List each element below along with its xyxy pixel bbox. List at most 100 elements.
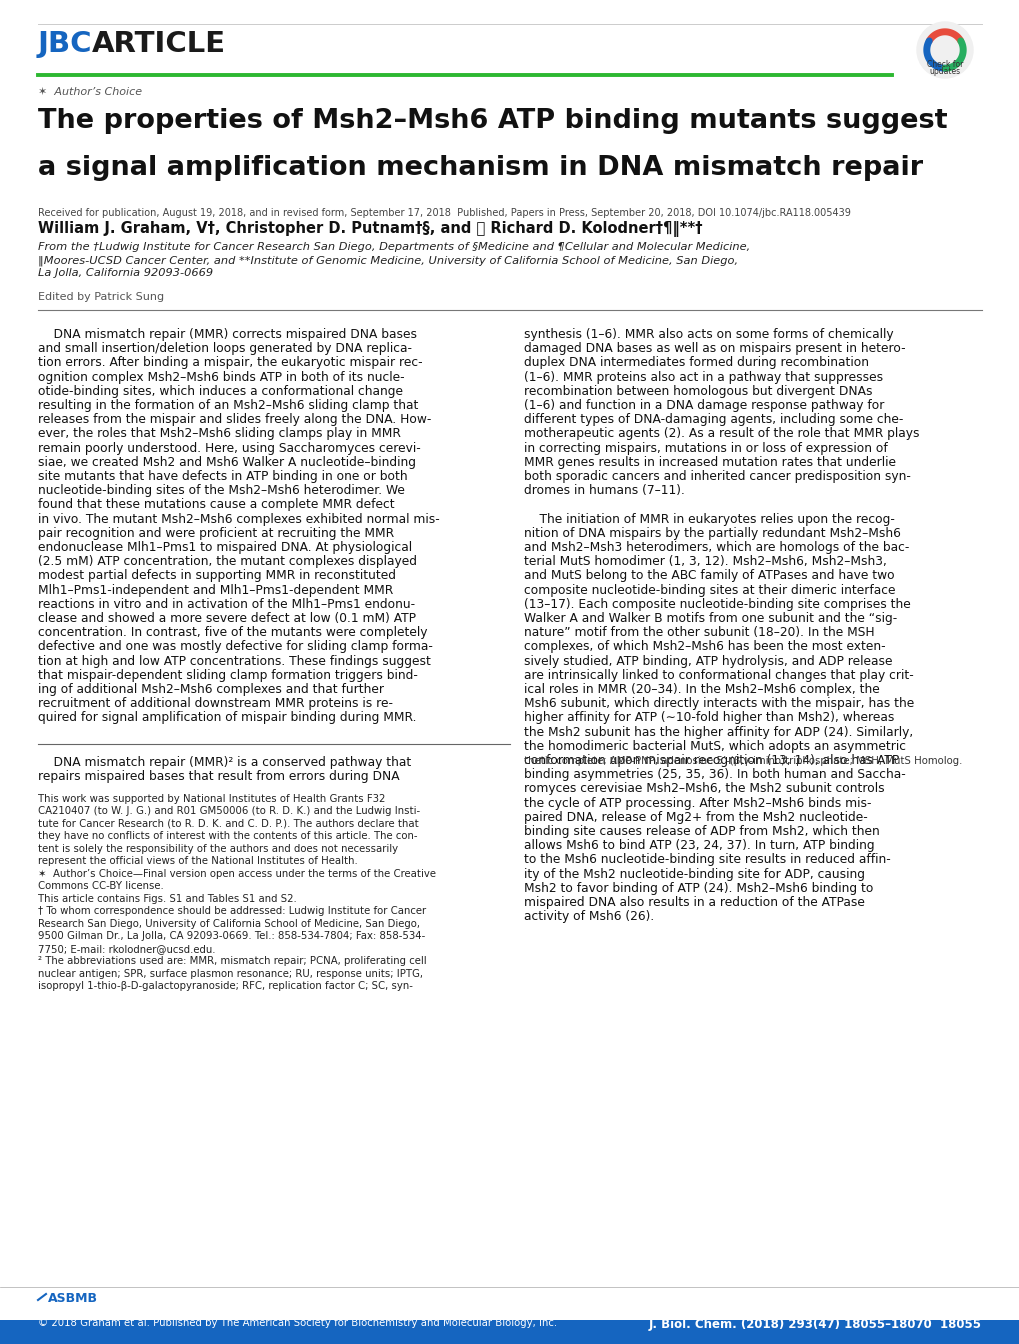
Text: defective and one was mostly defective for sliding clamp forma-: defective and one was mostly defective f… — [38, 640, 432, 653]
Text: ‖Moores-UCSD Cancer Center, and **Institute of Genomic Medicine, University of C: ‖Moores-UCSD Cancer Center, and **Instit… — [38, 255, 738, 266]
Text: the homodimeric bacterial MutS, which adopts an asymmetric: the homodimeric bacterial MutS, which ad… — [524, 739, 905, 753]
Text: 9500 Gilman Dr., La Jolla, CA 92093-0669. Tel.: 858-534-7804; Fax: 858-534-: 9500 Gilman Dr., La Jolla, CA 92093-0669… — [38, 931, 425, 942]
Text: nature” motif from the other subunit (18–20). In the MSH: nature” motif from the other subunit (18… — [524, 626, 873, 640]
Text: 7750; E-mail: rkolodner@ucsd.edu.: 7750; E-mail: rkolodner@ucsd.edu. — [38, 943, 215, 954]
Text: damaged DNA bases as well as on mispairs present in hetero-: damaged DNA bases as well as on mispairs… — [524, 343, 905, 355]
Text: DNA mismatch repair (MMR) corrects mispaired DNA bases: DNA mismatch repair (MMR) corrects mispa… — [38, 328, 417, 341]
Text: Research San Diego, University of California School of Medicine, San Diego,: Research San Diego, University of Califo… — [38, 919, 420, 929]
Text: duplex DNA intermediates formed during recombination: duplex DNA intermediates formed during r… — [524, 356, 868, 370]
Text: MMR genes results in increased mutation rates that underlie: MMR genes results in increased mutation … — [524, 456, 895, 469]
Text: ASBMB: ASBMB — [48, 1292, 98, 1305]
Text: Mlh1–Pms1-independent and Mlh1–Pms1-dependent MMR: Mlh1–Pms1-independent and Mlh1–Pms1-depe… — [38, 583, 393, 597]
Text: Edited by Patrick Sung: Edited by Patrick Sung — [38, 292, 164, 302]
Text: pair recognition and were proficient at recruiting the MMR: pair recognition and were proficient at … — [38, 527, 393, 540]
Text: ognition complex Msh2–Msh6 binds ATP in both of its nucle-: ognition complex Msh2–Msh6 binds ATP in … — [38, 371, 405, 383]
Text: isopropyl 1-thio-β-D-galactopyranoside; RFC, replication factor C; SC, syn-: isopropyl 1-thio-β-D-galactopyranoside; … — [38, 981, 413, 992]
Text: This article contains Figs. S1 and Tables S1 and S2.: This article contains Figs. S1 and Table… — [38, 894, 297, 905]
Text: paired DNA, release of Mg2+ from the Msh2 nucleotide-: paired DNA, release of Mg2+ from the Msh… — [524, 810, 867, 824]
Text: tent is solely the responsibility of the authors and does not necessarily: tent is solely the responsibility of the… — [38, 844, 397, 853]
Text: complexes, of which Msh2–Msh6 has been the most exten-: complexes, of which Msh2–Msh6 has been t… — [524, 640, 884, 653]
Text: allows Msh6 to bind ATP (23, 24, 37). In turn, ATP binding: allows Msh6 to bind ATP (23, 24, 37). In… — [524, 839, 873, 852]
Text: CA210407 (to W. J. G.) and R01 GM50006 (to R. D. K.) and the Ludwig Insti-: CA210407 (to W. J. G.) and R01 GM50006 (… — [38, 806, 420, 817]
Text: recruitment of additional downstream MMR proteins is re-: recruitment of additional downstream MMR… — [38, 698, 392, 710]
Text: both sporadic cancers and inherited cancer predisposition syn-: both sporadic cancers and inherited canc… — [524, 470, 910, 482]
Text: © 2018 Graham et al. Published by The American Society for Biochemistry and Mole: © 2018 Graham et al. Published by The Am… — [38, 1318, 556, 1328]
Text: in correcting mispairs, mutations in or loss of expression of: in correcting mispairs, mutations in or … — [524, 442, 887, 454]
Text: found that these mutations cause a complete MMR defect: found that these mutations cause a compl… — [38, 499, 394, 512]
Text: Check for: Check for — [926, 60, 962, 69]
Text: J. Biol. Chem. (2018) 293(47) 18055–18070  18055: J. Biol. Chem. (2018) 293(47) 18055–1807… — [648, 1318, 981, 1331]
Text: siae, we created Msh2 and Msh6 Walker A nucleotide–binding: siae, we created Msh2 and Msh6 Walker A … — [38, 456, 416, 469]
Text: terial MutS homodimer (1, 3, 12). Msh2–Msh6, Msh2–Msh3,: terial MutS homodimer (1, 3, 12). Msh2–M… — [524, 555, 886, 569]
Text: Msh2 to favor binding of ATP (24). Msh2–Msh6 binding to: Msh2 to favor binding of ATP (24). Msh2–… — [524, 882, 872, 895]
Text: ical roles in MMR (20–34). In the Msh2–Msh6 complex, the: ical roles in MMR (20–34). In the Msh2–M… — [524, 683, 878, 696]
Text: motherapeutic agents (2). As a result of the role that MMR plays: motherapeutic agents (2). As a result of… — [524, 427, 918, 441]
Text: From the †Ludwig Institute for Cancer Research San Diego, Departments of §Medici: From the †Ludwig Institute for Cancer Re… — [38, 242, 750, 253]
Text: ✶  Author’s Choice: ✶ Author’s Choice — [38, 87, 142, 97]
Text: updates: updates — [928, 67, 960, 77]
Circle shape — [916, 22, 972, 78]
Text: the cycle of ATP processing. After Msh2–Msh6 binds mis-: the cycle of ATP processing. After Msh2–… — [524, 797, 870, 809]
Text: Msh6 subunit, which directly interacts with the mispair, has the: Msh6 subunit, which directly interacts w… — [524, 698, 913, 710]
Text: ✶  Author’s Choice—Final version open access under the terms of the Creative: ✶ Author’s Choice—Final version open acc… — [38, 870, 435, 879]
Text: reactions in vitro and in activation of the Mlh1–Pms1 endonu-: reactions in vitro and in activation of … — [38, 598, 415, 610]
Text: and MutS belong to the ABC family of ATPases and have two: and MutS belong to the ABC family of ATP… — [524, 570, 894, 582]
Text: ARTICLE: ARTICLE — [92, 30, 226, 58]
Text: The initiation of MMR in eukaryotes relies upon the recog-: The initiation of MMR in eukaryotes reli… — [524, 512, 894, 526]
Text: Walker A and Walker B motifs from one subunit and the “sig-: Walker A and Walker B motifs from one su… — [524, 612, 897, 625]
Text: otide-binding sites, which induces a conformational change: otide-binding sites, which induces a con… — [38, 384, 403, 398]
Text: The properties of Msh2–Msh6 ATP binding mutants suggest: The properties of Msh2–Msh6 ATP binding … — [38, 108, 947, 134]
Text: remain poorly understood. Here, using Saccharomyces cerevi-: remain poorly understood. Here, using Sa… — [38, 442, 421, 454]
Text: romyces cerevisiae Msh2–Msh6, the Msh2 subunit controls: romyces cerevisiae Msh2–Msh6, the Msh2 s… — [524, 782, 883, 796]
Text: (1–6) and function in a DNA damage response pathway for: (1–6) and function in a DNA damage respo… — [524, 399, 883, 413]
Text: different types of DNA-damaging agents, including some che-: different types of DNA-damaging agents, … — [524, 413, 903, 426]
Text: DNA mismatch repair (MMR)² is a conserved pathway that: DNA mismatch repair (MMR)² is a conserve… — [38, 755, 411, 769]
Text: higher affinity for ATP (∼10-fold higher than Msh2), whereas: higher affinity for ATP (∼10-fold higher… — [524, 711, 894, 724]
Text: and small insertion/deletion loops generated by DNA replica-: and small insertion/deletion loops gener… — [38, 343, 412, 355]
Text: concentration. In contrast, five of the mutants were completely: concentration. In contrast, five of the … — [38, 626, 427, 640]
Text: resulting in the formation of an Msh2–Msh6 sliding clamp that: resulting in the formation of an Msh2–Ms… — [38, 399, 418, 413]
Text: La Jolla, California 92093-0669: La Jolla, California 92093-0669 — [38, 267, 213, 278]
Text: quired for signal amplification of mispair binding during MMR.: quired for signal amplification of mispa… — [38, 711, 416, 724]
Text: endonuclease Mlh1–Pms1 to mispaired DNA. At physiological: endonuclease Mlh1–Pms1 to mispaired DNA.… — [38, 542, 412, 554]
Text: tute for Cancer Research (to R. D. K. and C. D. P.). The authors declare that: tute for Cancer Research (to R. D. K. an… — [38, 818, 419, 829]
Text: thetic complete; AMP-PNP, adenosine 5’-(β,γ-imino)triphosphate; MSH, MutS Homolo: thetic complete; AMP-PNP, adenosine 5’-(… — [524, 755, 962, 766]
Text: they have no conflicts of interest with the contents of this article. The con-: they have no conflicts of interest with … — [38, 832, 417, 841]
Text: Received for publication, August 19, 2018, and in revised form, September 17, 20: Received for publication, August 19, 201… — [38, 208, 850, 218]
Bar — [0, 1320, 1019, 1344]
Text: JBC: JBC — [38, 30, 93, 58]
Text: binding asymmetries (25, 35, 36). In both human and Saccha-: binding asymmetries (25, 35, 36). In bot… — [524, 769, 905, 781]
Text: composite nucleotide-binding sites at their dimeric interface: composite nucleotide-binding sites at th… — [524, 583, 895, 597]
Text: (13–17). Each composite nucleotide-binding site comprises the: (13–17). Each composite nucleotide-bindi… — [524, 598, 910, 610]
Text: dromes in humans (7–11).: dromes in humans (7–11). — [524, 484, 684, 497]
Text: tion at high and low ATP concentrations. These findings suggest: tion at high and low ATP concentrations.… — [38, 655, 430, 668]
Text: in vivo. The mutant Msh2–Msh6 complexes exhibited normal mis-: in vivo. The mutant Msh2–Msh6 complexes … — [38, 512, 439, 526]
Text: This work was supported by National Institutes of Health Grants F32: This work was supported by National Inst… — [38, 794, 385, 804]
Text: ever, the roles that Msh2–Msh6 sliding clamps play in MMR: ever, the roles that Msh2–Msh6 sliding c… — [38, 427, 400, 441]
Text: ing of additional Msh2–Msh6 complexes and that further: ing of additional Msh2–Msh6 complexes an… — [38, 683, 383, 696]
Text: nucleotide-binding sites of the Msh2–Msh6 heterodimer. We: nucleotide-binding sites of the Msh2–Msh… — [38, 484, 405, 497]
Text: sively studied, ATP binding, ATP hydrolysis, and ADP release: sively studied, ATP binding, ATP hydroly… — [524, 655, 892, 668]
Text: ² The abbreviations used are: MMR, mismatch repair; PCNA, proliferating cell: ² The abbreviations used are: MMR, misma… — [38, 957, 426, 966]
Text: that mispair-dependent sliding clamp formation triggers bind-: that mispair-dependent sliding clamp for… — [38, 669, 418, 681]
Text: clease and showed a more severe defect at low (0.1 mM) ATP: clease and showed a more severe defect a… — [38, 612, 416, 625]
Text: synthesis (1–6). MMR also acts on some forms of chemically: synthesis (1–6). MMR also acts on some f… — [524, 328, 893, 341]
Text: the Msh2 subunit has the higher affinity for ADP (24). Similarly,: the Msh2 subunit has the higher affinity… — [524, 726, 912, 739]
Text: are intrinsically linked to conformational changes that play crit-: are intrinsically linked to conformation… — [524, 669, 913, 681]
Text: a signal amplification mechanism in DNA mismatch repair: a signal amplification mechanism in DNA … — [38, 155, 922, 181]
Text: William J. Graham, V†, Christopher D. Putnam†§, and Ⓡ Richard D. Kolodner†¶‖**†: William J. Graham, V†, Christopher D. Pu… — [38, 220, 702, 237]
Text: mispaired DNA also results in a reduction of the ATPase: mispaired DNA also results in a reductio… — [524, 896, 864, 909]
Text: represent the official views of the National Institutes of Health.: represent the official views of the Nati… — [38, 856, 358, 867]
Text: repairs mispaired bases that result from errors during DNA: repairs mispaired bases that result from… — [38, 770, 399, 782]
Text: releases from the mispair and slides freely along the DNA. How-: releases from the mispair and slides fre… — [38, 413, 431, 426]
Text: tion errors. After binding a mispair, the eukaryotic mispair rec-: tion errors. After binding a mispair, th… — [38, 356, 422, 370]
Text: (2.5 mM) ATP concentration, the mutant complexes displayed: (2.5 mM) ATP concentration, the mutant c… — [38, 555, 417, 569]
Text: (1–6). MMR proteins also act in a pathway that suppresses: (1–6). MMR proteins also act in a pathwa… — [524, 371, 882, 383]
Text: conformation upon mispair recognition (13, 14), also has ATP: conformation upon mispair recognition (1… — [524, 754, 899, 767]
Text: nuclear antigen; SPR, surface plasmon resonance; RU, response units; IPTG,: nuclear antigen; SPR, surface plasmon re… — [38, 969, 423, 978]
Text: and Msh2–Msh3 heterodimers, which are homologs of the bac-: and Msh2–Msh3 heterodimers, which are ho… — [524, 542, 909, 554]
Text: recombination between homologous but divergent DNAs: recombination between homologous but div… — [524, 384, 871, 398]
Text: activity of Msh6 (26).: activity of Msh6 (26). — [524, 910, 653, 923]
Text: ity of the Msh2 nucleotide-binding site for ADP, causing: ity of the Msh2 nucleotide-binding site … — [524, 868, 864, 880]
Text: binding site causes release of ADP from Msh2, which then: binding site causes release of ADP from … — [524, 825, 878, 839]
